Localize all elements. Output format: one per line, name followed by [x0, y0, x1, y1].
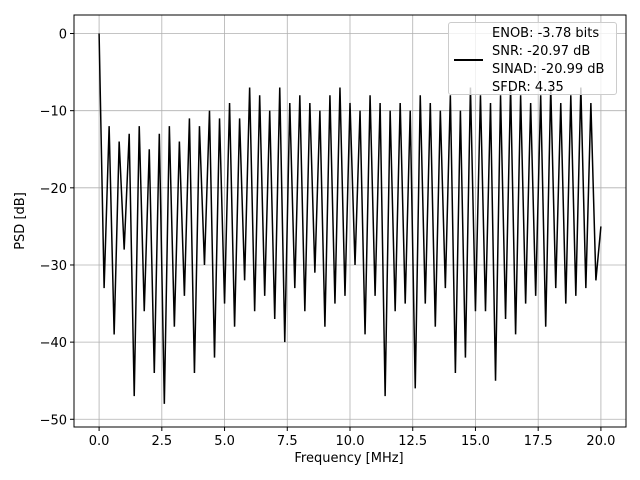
x-axis-label: Frequency [MHz] [294, 451, 403, 466]
legend-label: ENOB: -3.78 bits SNR: -20.97 dB SINAD: -… [492, 26, 605, 95]
x-tick-label: 10.0 [336, 434, 365, 449]
y-tick-label: 0 [59, 28, 67, 43]
x-tick-label: 0.0 [89, 434, 110, 449]
x-tick-label: 7.5 [277, 434, 298, 449]
psd-line [98, 33, 602, 404]
y-tick-label: −10 [40, 105, 67, 120]
legend: ENOB: -3.78 bits SNR: -20.97 dB SINAD: -… [448, 22, 617, 95]
legend-swatch [454, 59, 483, 61]
y-tick-label: −20 [40, 182, 67, 197]
x-tick-label: 12.5 [398, 434, 427, 449]
y-axis-label: PSD [dB] [13, 192, 28, 250]
x-tick-label: 20.0 [586, 434, 615, 449]
x-tick-label: 2.5 [151, 434, 172, 449]
x-tick-label: 5.0 [214, 434, 235, 449]
plot-frame [73, 14, 627, 428]
y-tick-label: −40 [40, 336, 67, 351]
x-tick-label: 17.5 [524, 434, 553, 449]
x-tick-label: 15.0 [461, 434, 490, 449]
y-tick-label: −30 [40, 259, 67, 274]
y-tick-label: −50 [40, 413, 67, 428]
